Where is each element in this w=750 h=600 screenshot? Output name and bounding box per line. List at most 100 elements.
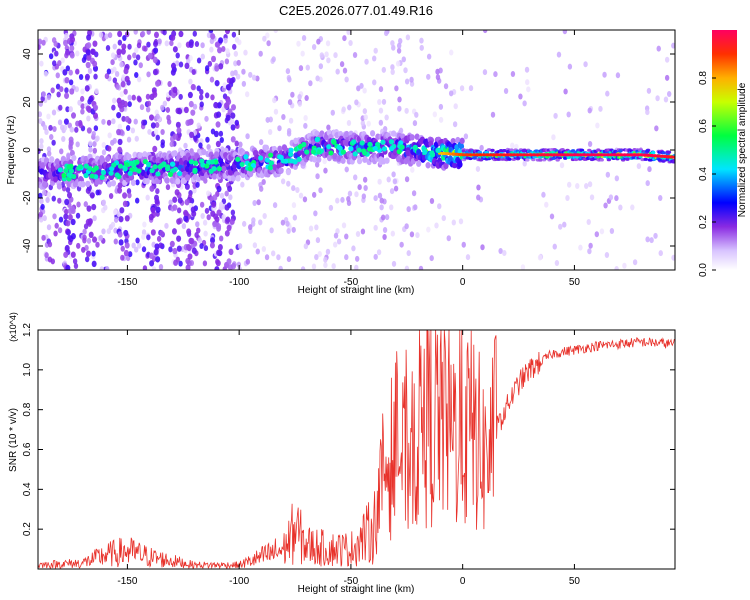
noise-streak (183, 209, 189, 217)
noise-blob (104, 73, 110, 80)
noise-blob (133, 59, 138, 66)
noise-blob (363, 114, 368, 121)
signal-peak (152, 164, 158, 170)
noise-streak (210, 210, 216, 217)
signal-blob (54, 158, 60, 165)
noise-blob (38, 38, 43, 45)
noise-blob (209, 38, 215, 45)
noise-blob (426, 226, 431, 233)
noise-blob (412, 120, 418, 127)
noise-blob (609, 227, 615, 234)
noise-blob (373, 253, 378, 260)
signal-blob (248, 170, 254, 178)
signal-blob (199, 174, 206, 181)
noise-streak (150, 122, 156, 129)
noise-blob (82, 237, 87, 244)
signal-peak (131, 162, 137, 168)
noise-blob (269, 227, 274, 234)
noise-streak (62, 69, 68, 76)
noise-blob (158, 263, 164, 270)
signal-peak (268, 160, 275, 166)
signal-peak (340, 149, 346, 155)
noise-blob (167, 81, 172, 88)
noise-blob (525, 79, 530, 86)
signal-peak (100, 169, 107, 176)
noise-blob (44, 252, 49, 259)
signal-peak (235, 156, 241, 162)
noise-blob (605, 90, 610, 97)
noise-blob (348, 39, 353, 46)
noise-blob (553, 112, 558, 119)
noise-blob (453, 103, 458, 110)
signal-peak (108, 170, 114, 176)
noise-blob (330, 109, 335, 116)
signal-blob (85, 180, 91, 188)
noise-blob (195, 221, 200, 228)
noise-blob (476, 194, 481, 201)
signal-peak (111, 162, 117, 168)
noise-blob (258, 50, 263, 57)
noise-blob (288, 117, 294, 124)
noise-blob (434, 222, 439, 229)
noise-blob (325, 40, 331, 47)
noise-blob (403, 67, 408, 74)
noise-blob (64, 32, 69, 39)
noise-blob (145, 106, 151, 113)
signal-peak (127, 170, 133, 177)
signal-core (635, 153, 641, 157)
noise-blob (382, 227, 388, 234)
noise-blob (386, 176, 391, 183)
noise-blob (103, 204, 108, 211)
noise-blob (273, 30, 278, 34)
noise-blob (44, 129, 49, 136)
noise-blob (272, 202, 278, 209)
signal-core (565, 153, 571, 157)
noise-blob (482, 69, 488, 76)
noise-blob (520, 264, 526, 270)
noise-blob (271, 56, 276, 63)
noise-blob (183, 142, 188, 149)
noise-blob (141, 119, 146, 126)
noise-blob (479, 144, 484, 151)
noise-blob (80, 88, 85, 95)
signal-peak (362, 150, 368, 156)
noise-blob (203, 230, 208, 237)
noise-blob (38, 211, 44, 218)
noise-blob (176, 207, 182, 214)
signal-core (585, 153, 591, 157)
noise-blob (666, 91, 672, 98)
noise-blob (503, 88, 509, 95)
noise-blob (301, 35, 307, 42)
noise-blob (199, 88, 204, 95)
noise-blob (391, 260, 397, 267)
signal-peak (367, 141, 373, 147)
noise-streak (152, 91, 158, 98)
noise-blob (205, 136, 210, 143)
noise-blob (47, 241, 53, 248)
signal-blob (563, 156, 568, 160)
noise-blob (164, 222, 169, 229)
noise-blob (384, 114, 389, 121)
noise-blob (415, 232, 420, 239)
noise-blob (608, 194, 614, 201)
signal-peak (352, 151, 358, 157)
noise-blob (372, 55, 377, 62)
noise-blob (379, 204, 384, 211)
noise-blob (200, 53, 205, 60)
noise-blob (649, 237, 654, 244)
noise-streak (124, 75, 130, 83)
signal-peak (399, 144, 405, 150)
noise-blob (594, 231, 600, 238)
signal-blob (455, 136, 461, 144)
spectrogram-data (38, 30, 675, 270)
noise-blob (227, 119, 233, 126)
noise-blob (81, 246, 86, 253)
signal-blob (459, 137, 465, 145)
noise-streak (67, 213, 73, 221)
noise-blob (145, 93, 151, 100)
noise-blob (194, 231, 199, 238)
noise-blob (360, 120, 366, 127)
noise-blob (314, 224, 319, 231)
noise-blob (549, 213, 555, 220)
signal-core (464, 153, 470, 157)
